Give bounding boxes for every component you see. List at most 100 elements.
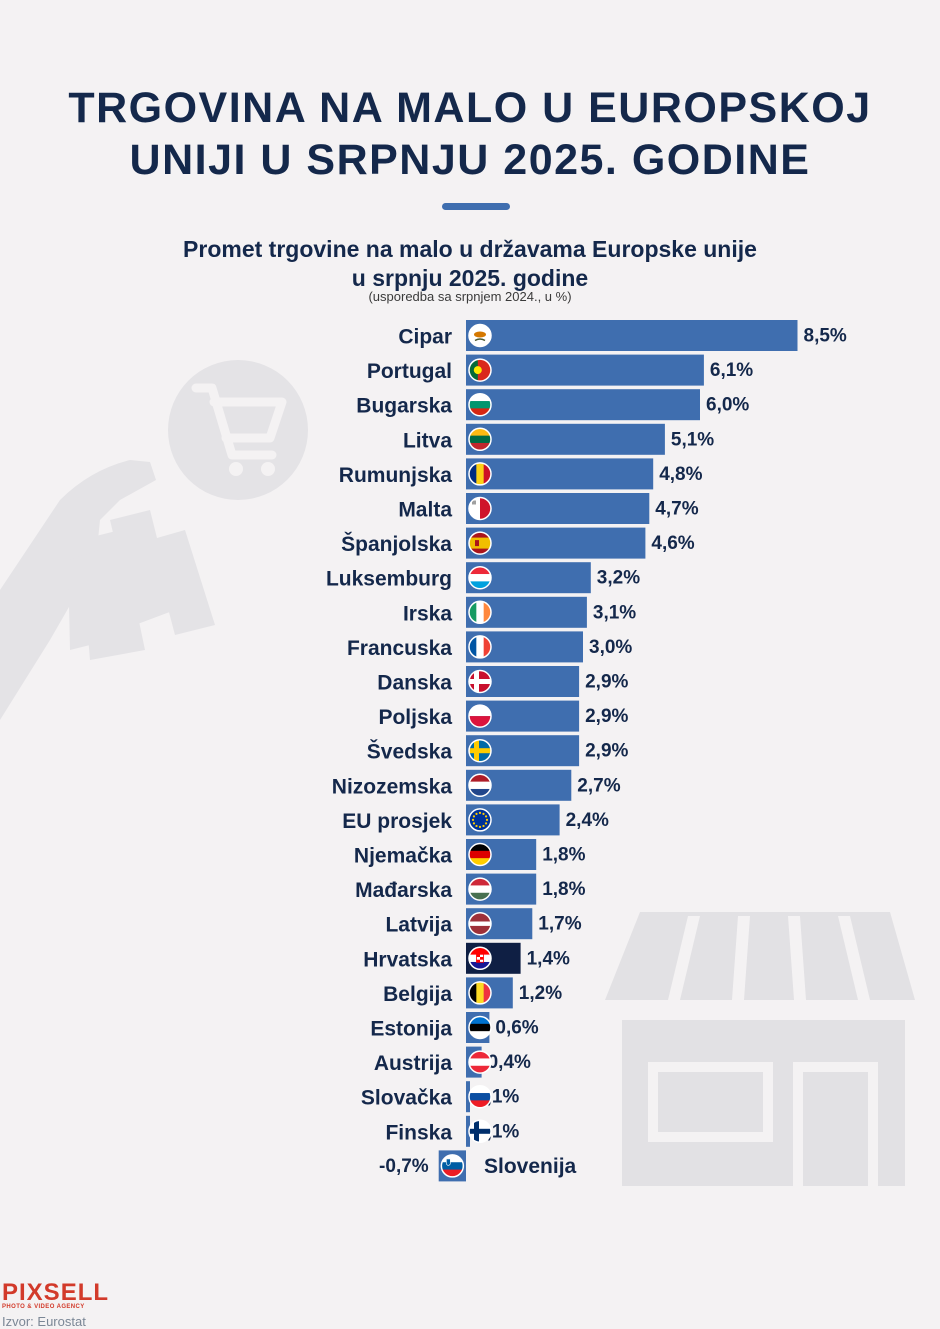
category-label: Rumunjska bbox=[339, 464, 453, 487]
category-label: Malta bbox=[398, 499, 452, 522]
flag-cy-icon bbox=[468, 323, 492, 348]
category-label: Slovenija bbox=[484, 1155, 577, 1178]
value-label: 2,9% bbox=[585, 672, 628, 693]
bar bbox=[466, 458, 654, 490]
value-label: 0,6% bbox=[495, 1018, 538, 1039]
flag-se-icon bbox=[468, 738, 492, 763]
chart-title: Promet trgovine na malo u državama Europ… bbox=[0, 235, 940, 293]
flag-lv-icon bbox=[468, 911, 492, 936]
flag-hr-icon bbox=[468, 946, 492, 971]
chart-title-line-2: u srpnju 2025. godine bbox=[351, 265, 589, 291]
category-label: Irska bbox=[403, 602, 452, 625]
category-label: Luksemburg bbox=[326, 568, 452, 591]
value-label: 3,2% bbox=[597, 568, 640, 589]
category-label: Austrija bbox=[374, 1052, 453, 1075]
category-label: Hrvatska bbox=[363, 948, 452, 971]
value-label: 2,9% bbox=[585, 706, 628, 727]
value-label: 6,0% bbox=[706, 395, 749, 416]
flag-nl-icon bbox=[468, 773, 492, 798]
page-title: TRGOVINA NA MALO U EUROPSKOJ UNIJI U SRP… bbox=[0, 82, 940, 186]
flag-bg-icon bbox=[468, 392, 492, 417]
page-title-line-2: UNIJI U SRPNJU 2025. GODINE bbox=[129, 136, 811, 184]
bar bbox=[466, 1115, 470, 1147]
flag-hu-icon bbox=[468, 877, 492, 901]
flag-ie-icon bbox=[468, 600, 492, 625]
flag-ro-icon bbox=[468, 462, 492, 486]
category-label: Španjolska bbox=[341, 532, 452, 556]
bar-row: Slovačka 0,1% bbox=[361, 1081, 519, 1113]
flag-pt-icon bbox=[468, 358, 492, 382]
bar bbox=[466, 493, 650, 524]
flag-dk-icon bbox=[468, 669, 492, 694]
storefront-icon bbox=[605, 912, 915, 1186]
bar-row: Hrvatska 1,4% bbox=[363, 942, 570, 974]
bar bbox=[466, 1081, 470, 1113]
flag-mt-icon bbox=[468, 496, 492, 521]
category-label: Slovačka bbox=[361, 1087, 452, 1110]
flag-pl-icon bbox=[468, 704, 492, 728]
flag-sk-icon bbox=[468, 1084, 492, 1109]
bar-row: -0,7% Slovenija bbox=[379, 1150, 577, 1182]
bar-row: Finska 0,1% bbox=[385, 1115, 519, 1147]
flag-si-icon bbox=[440, 1154, 465, 1178]
value-label: 3,1% bbox=[593, 602, 636, 623]
logo-tagline: PHOTO & VIDEO AGENCY bbox=[2, 1304, 85, 1310]
flag-lu-icon bbox=[468, 565, 492, 590]
flag-lt-icon bbox=[468, 427, 492, 452]
value-label: 2,4% bbox=[566, 810, 609, 831]
bar bbox=[466, 423, 665, 455]
value-label: 8,5% bbox=[804, 326, 847, 347]
value-label: 1,7% bbox=[538, 914, 581, 935]
value-label: -0,7% bbox=[379, 1156, 429, 1177]
bar-row: Francuska 3,0% bbox=[347, 631, 632, 663]
value-label: 6,1% bbox=[710, 360, 753, 381]
category-label: Estonija bbox=[370, 1018, 452, 1041]
category-label: Francuska bbox=[347, 637, 452, 660]
value-label: 1,8% bbox=[542, 879, 585, 900]
bar bbox=[466, 527, 646, 559]
bar-row: Danska 2,9% bbox=[377, 666, 629, 697]
bar-row: Irska 3,1% bbox=[403, 596, 636, 628]
bar-row: Švedska 2,9% bbox=[367, 735, 629, 767]
bar-row: Latvija 1,7% bbox=[385, 908, 582, 940]
category-label: Švedska bbox=[367, 740, 453, 764]
category-label: Poljska bbox=[378, 706, 452, 729]
value-label: 1,4% bbox=[527, 948, 570, 969]
flag-de-icon bbox=[468, 842, 492, 867]
flag-eu-icon bbox=[468, 808, 492, 832]
bar-row: Nizozemska 2,7% bbox=[332, 769, 621, 801]
bar-row: Španjolska 4,6% bbox=[341, 527, 695, 559]
bar-row: Rumunjska 4,8% bbox=[339, 458, 703, 490]
bar-row: Portugal 6,1% bbox=[367, 354, 753, 386]
flag-es-icon bbox=[468, 531, 492, 555]
pixsell-logo: PIXSELL PHOTO & VIDEO AGENCY bbox=[2, 1279, 122, 1311]
value-label: 3,0% bbox=[589, 637, 632, 658]
bar-row: EU prosjek 2,4% bbox=[342, 804, 609, 836]
bar-row: Austrija 0,4% bbox=[374, 1046, 531, 1078]
category-label: Bugarska bbox=[356, 395, 452, 418]
shopping-bags-hand-icon bbox=[0, 460, 215, 720]
logo-wordmark: PIXSELL bbox=[2, 1279, 110, 1306]
value-label: 1,8% bbox=[542, 845, 585, 866]
value-label: 1,2% bbox=[519, 983, 562, 1004]
category-label: Nizozemska bbox=[332, 775, 453, 798]
bar-row: Mađarska 1,8% bbox=[355, 873, 586, 905]
category-label: Belgija bbox=[383, 983, 452, 1006]
bar-row: Njemačka 1,8% bbox=[354, 839, 586, 870]
flag-ee-icon bbox=[468, 1015, 492, 1040]
bar bbox=[466, 389, 700, 421]
flag-at-icon bbox=[468, 1050, 492, 1074]
category-label: Danska bbox=[377, 672, 452, 695]
flag-fi-icon bbox=[468, 1119, 492, 1144]
value-label: 4,6% bbox=[651, 533, 694, 554]
title-divider bbox=[442, 203, 510, 210]
category-label: Finska bbox=[385, 1121, 452, 1144]
page-title-line-1: TRGOVINA NA MALO U EUROPSKOJ bbox=[68, 84, 872, 132]
bar bbox=[466, 354, 704, 386]
value-label: 5,1% bbox=[671, 429, 714, 450]
bar-row: Poljska 2,9% bbox=[378, 700, 629, 732]
bar-row: Estonija 0,6% bbox=[370, 1012, 539, 1043]
chart-note: (usporedba sa srpnjem 2024., u %) bbox=[368, 289, 572, 304]
